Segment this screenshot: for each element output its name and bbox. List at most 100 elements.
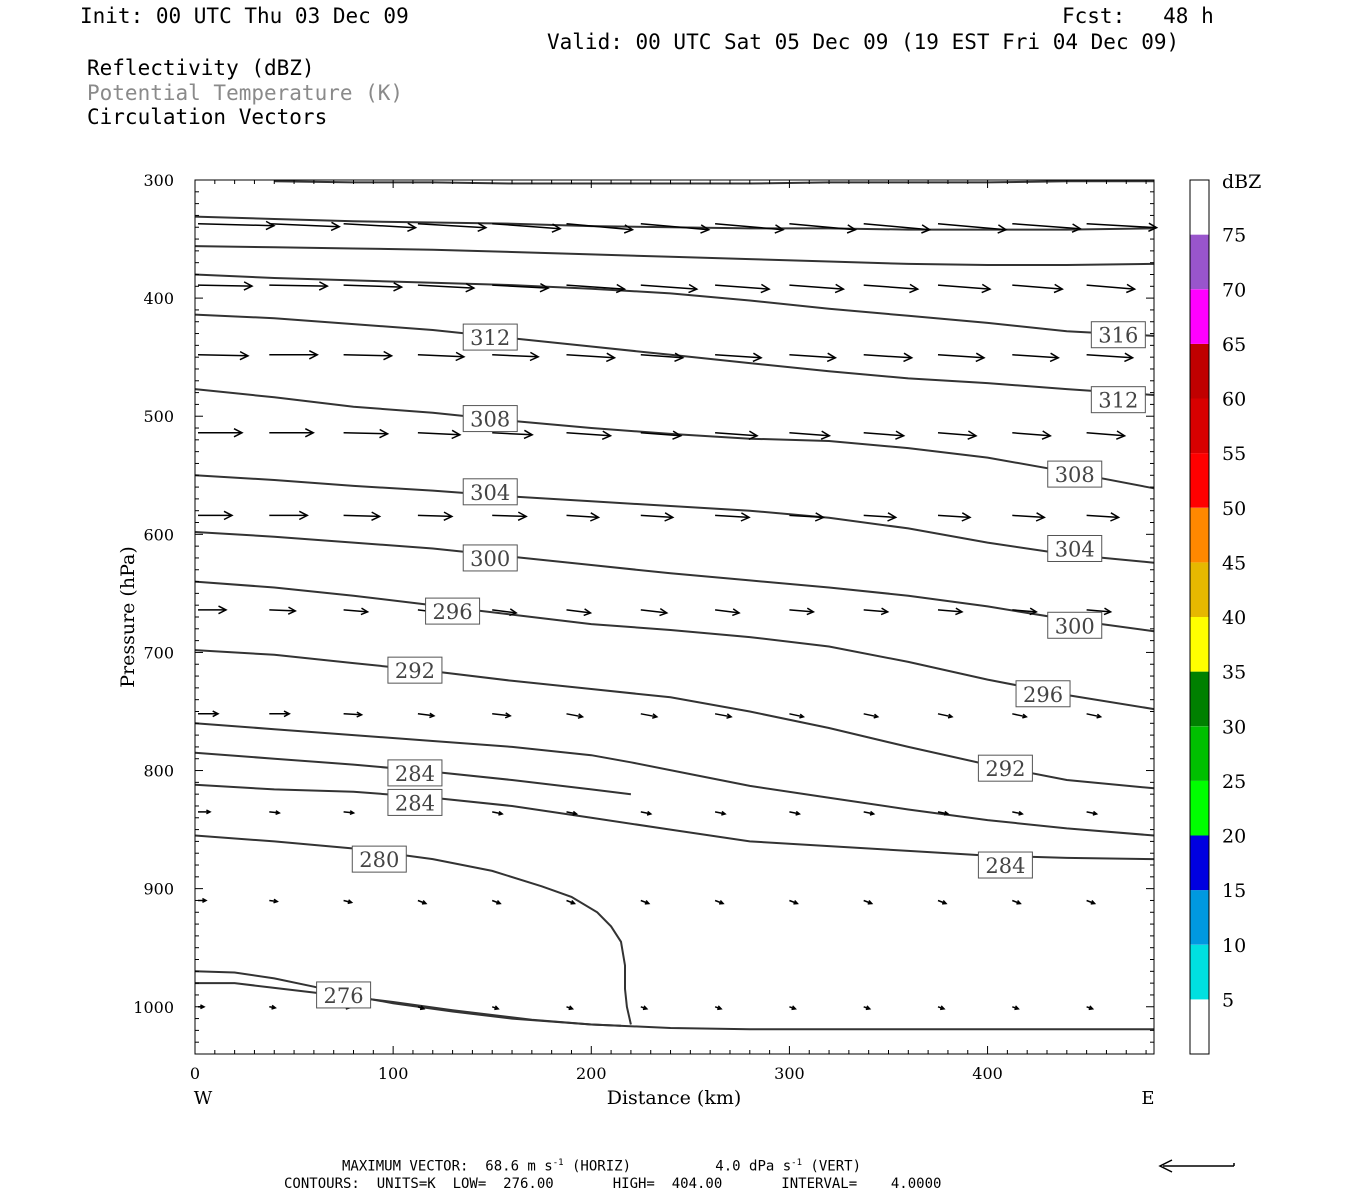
contour-label-280: 280 [359, 848, 399, 872]
colorbar-segment [1190, 180, 1209, 235]
circulation-vector-head [806, 607, 816, 616]
y-tick-label: 400 [143, 289, 174, 308]
circulation-vector-head [304, 428, 315, 438]
theta-contour-304 [194, 474, 1155, 564]
contour-label-284: 284 [985, 854, 1025, 878]
circulation-vector-head [356, 711, 364, 718]
circulation-vector [937, 222, 1007, 231]
contour-label-276: 276 [324, 984, 364, 1008]
y-tick-label: 900 [143, 880, 174, 899]
contour-label-box-300 [462, 544, 518, 572]
colorbar-segment [1190, 780, 1209, 836]
theta-contour-312 [194, 313, 1155, 396]
x-tick-label: 400 [972, 1064, 1003, 1083]
circulation-vector-head [1016, 899, 1022, 905]
max-vector-vertical-unit: (VERT) [802, 1158, 862, 1175]
circulation-vector [789, 284, 844, 290]
contour-label-box-304 [462, 478, 518, 506]
circulation-vector-head [967, 430, 978, 440]
circulation-vector [343, 713, 362, 716]
contour-label-box-284 [387, 788, 443, 816]
circulation-vector [343, 432, 388, 435]
circulation-vector [640, 609, 667, 614]
theta-contour-324 [194, 215, 1155, 231]
circulation-vector [492, 222, 561, 230]
circulation-vector-head [981, 283, 992, 294]
circulation-vector [863, 354, 912, 359]
circulation-vector-head [494, 1005, 500, 1011]
circulation-vector [1012, 222, 1081, 230]
circulation-vector [640, 811, 651, 815]
circulation-vector-head [589, 512, 601, 522]
circulation-vector [197, 354, 249, 357]
circulation-vector-head [496, 899, 502, 905]
field-label-potential-temperature: Potential Temperature (K) [87, 81, 404, 105]
contour-label-304: 304 [470, 481, 510, 505]
max-vector-vertical: 4.0 dPa s [715, 1158, 792, 1175]
circulation-vector-head [760, 283, 771, 294]
circulation-vector-head [1126, 283, 1137, 294]
contour-label-300: 300 [1055, 614, 1095, 638]
circulation-vector-head [719, 899, 725, 905]
y-tick-label: 700 [143, 643, 174, 662]
contour-label-box-292 [977, 754, 1033, 782]
circulation-vector [937, 609, 963, 613]
x-axis-west-label: W [194, 1088, 213, 1109]
circulation-vector-head [421, 899, 428, 905]
circulation-vector-head [583, 608, 593, 617]
circulation-vector [343, 284, 402, 288]
colorbar-tick-label: 55 [1222, 443, 1246, 465]
circulation-vector [789, 432, 830, 437]
circulation-vector-head [814, 512, 826, 522]
circulation-vector [269, 609, 296, 612]
circulation-vector-head [939, 1005, 946, 1011]
circulation-vector-head [451, 429, 462, 440]
circulation-vector-head [1096, 713, 1103, 719]
circulation-vector-head [509, 608, 518, 617]
theta-contour-316 [194, 273, 1155, 337]
x-tick-label: 100 [378, 1064, 409, 1083]
circulation-vector-head [265, 220, 276, 231]
circulation-vector-head [383, 350, 394, 361]
circulation-vector [863, 514, 896, 519]
circulation-vector-head [961, 512, 972, 522]
circulation-vector-head [298, 510, 309, 521]
circulation-vector [863, 222, 930, 231]
circulation-vector [789, 354, 836, 359]
colorbar-segment [1190, 835, 1209, 891]
circulation-vector [1012, 432, 1051, 437]
circulation-vector [715, 514, 750, 519]
circulation-vector [417, 514, 452, 518]
colorbar-segment [1190, 890, 1209, 945]
theta-contour-328 [274, 180, 1154, 185]
contour-label-296: 296 [1023, 683, 1063, 707]
contour-label-box-316 [1090, 321, 1146, 349]
circulation-vector-head [318, 281, 329, 291]
circulation-vector [1086, 284, 1135, 290]
colorbar-segment [1190, 398, 1209, 454]
circulation-vector [640, 432, 681, 437]
circulation-vector-head [539, 282, 550, 293]
colorbar-tick-label: 50 [1222, 498, 1246, 520]
contour-label-296: 296 [433, 600, 473, 624]
circulation-vector [1086, 514, 1119, 519]
circulation-vector [640, 713, 657, 718]
circulation-vector-head [570, 899, 577, 905]
circulation-vector [1086, 609, 1111, 613]
circulation-vector-head [943, 810, 950, 816]
init-time: Init: 00 UTC Thu 03 Dec 09 [80, 4, 409, 28]
circulation-vector [1012, 514, 1045, 519]
circulation-vector [492, 811, 503, 815]
colorbar-tick-label: 75 [1222, 225, 1246, 247]
circulation-vector-head [1103, 607, 1113, 616]
colorbar-title: dBZ [1222, 171, 1261, 193]
circulation-vector-head [283, 710, 291, 718]
circulation-vector [715, 354, 762, 359]
circulation-vector-head [623, 224, 635, 234]
axes-layer: 0 100 200 300 400 300 400 500 600 700 800 900 1000 [133, 171, 1154, 1083]
circulation-vector [937, 284, 991, 290]
contour-label-box-276 [316, 981, 372, 1009]
circulation-vector-head [865, 1005, 872, 1011]
circulation-vector [1012, 713, 1027, 718]
